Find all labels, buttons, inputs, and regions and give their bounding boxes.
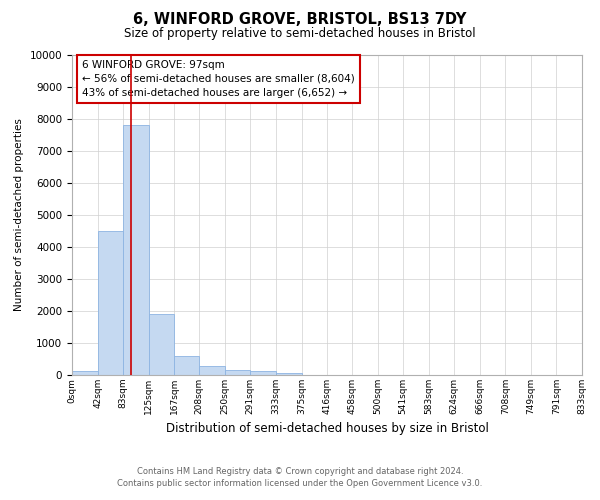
Text: Size of property relative to semi-detached houses in Bristol: Size of property relative to semi-detach… xyxy=(124,28,476,40)
Text: 6 WINFORD GROVE: 97sqm
← 56% of semi-detached houses are smaller (8,604)
43% of : 6 WINFORD GROVE: 97sqm ← 56% of semi-det… xyxy=(82,60,355,98)
Bar xyxy=(276,372,302,375)
Bar xyxy=(123,126,149,375)
Text: 6, WINFORD GROVE, BRISTOL, BS13 7DY: 6, WINFORD GROVE, BRISTOL, BS13 7DY xyxy=(133,12,467,28)
Bar xyxy=(72,372,98,375)
Bar xyxy=(98,231,123,375)
X-axis label: Distribution of semi-detached houses by size in Bristol: Distribution of semi-detached houses by … xyxy=(166,422,488,436)
Bar xyxy=(250,372,276,375)
Bar xyxy=(149,314,174,375)
Bar xyxy=(225,370,250,375)
Bar xyxy=(174,356,199,375)
Y-axis label: Number of semi-detached properties: Number of semi-detached properties xyxy=(14,118,24,312)
Bar xyxy=(199,366,225,375)
Text: Contains HM Land Registry data © Crown copyright and database right 2024.
Contai: Contains HM Land Registry data © Crown c… xyxy=(118,466,482,487)
